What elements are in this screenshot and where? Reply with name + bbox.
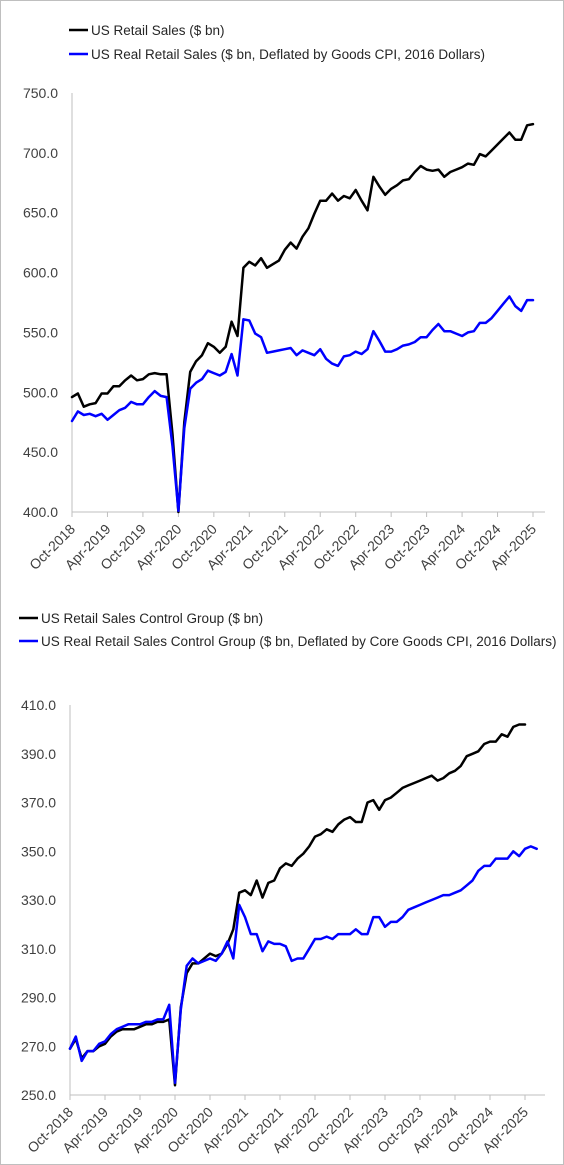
- y-tick-label: 500.0: [23, 384, 58, 400]
- legend-label: US Retail Sales Control Group ($ bn): [41, 611, 263, 626]
- y-tick-label: 400.0: [23, 504, 58, 520]
- y-tick-label: 650.0: [23, 205, 58, 221]
- y-tick-label: 250.0: [21, 1087, 56, 1103]
- y-tick-label: 330.0: [21, 892, 56, 908]
- series-line: [70, 122, 535, 514]
- y-tick-label: 310.0: [21, 941, 56, 957]
- y-tick-label: 390.0: [21, 746, 56, 762]
- y-tick-label: 270.0: [21, 1038, 56, 1054]
- y-tick-label: 290.0: [21, 990, 56, 1006]
- y-tick-label: 370.0: [21, 795, 56, 811]
- y-tick-label: 550.0: [23, 324, 58, 340]
- series-line: [70, 295, 535, 513]
- series-line: [68, 723, 527, 1087]
- series-line: [68, 845, 538, 1085]
- chart-2: US Retail Sales Control Group ($ bn) US R…: [19, 611, 557, 1156]
- y-tick-label: 750.0: [23, 85, 58, 101]
- y-tick-label: 350.0: [21, 843, 56, 859]
- chart-1: US Retail Sales ($ bn) US Real Retail Sal…: [23, 23, 545, 573]
- legend-label: US Real Retail Sales ($ bn, Deflated by …: [91, 47, 485, 62]
- legend-label: US Real Retail Sales Control Group ($ bn…: [41, 634, 557, 649]
- legend-label: US Retail Sales ($ bn): [91, 23, 225, 38]
- y-tick-label: 410.0: [21, 697, 56, 713]
- y-tick-label: 700.0: [23, 145, 58, 161]
- y-tick-label: 600.0: [23, 265, 58, 281]
- y-tick-label: 450.0: [23, 444, 58, 460]
